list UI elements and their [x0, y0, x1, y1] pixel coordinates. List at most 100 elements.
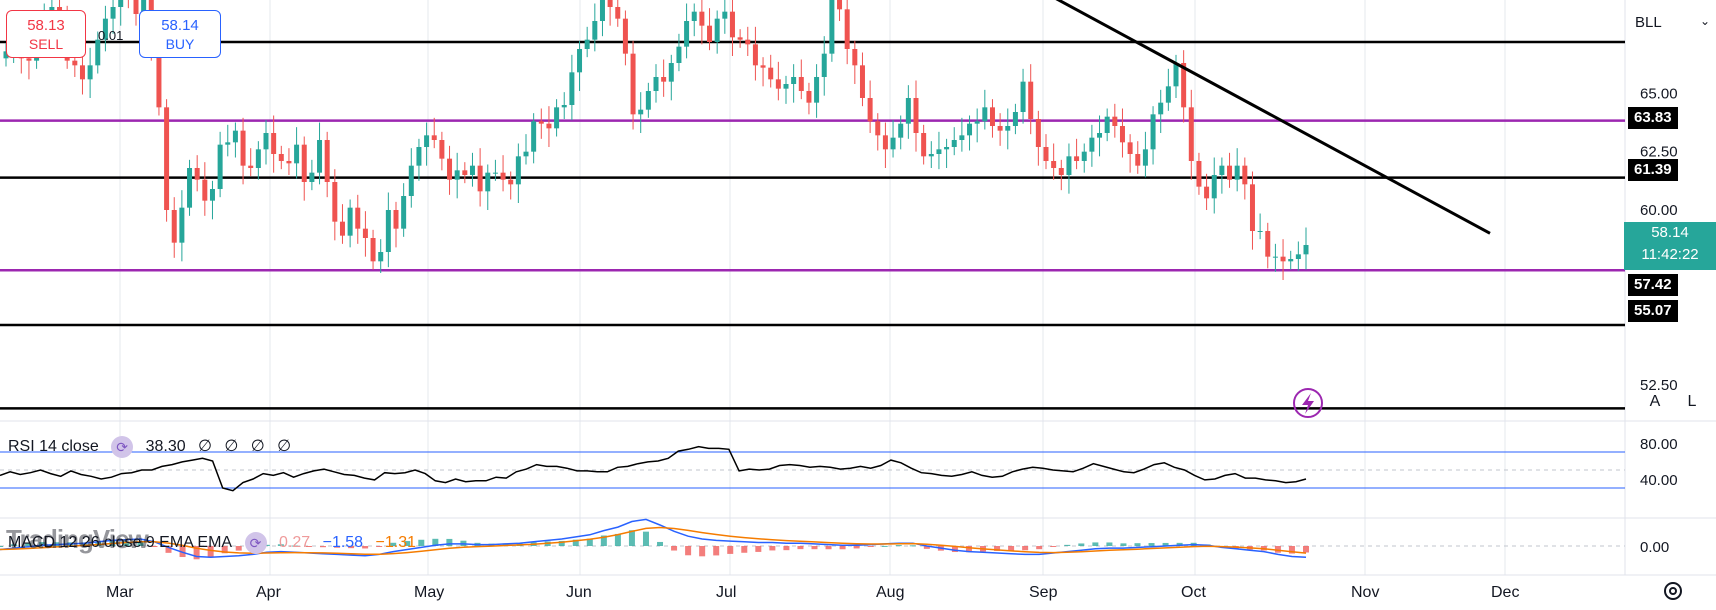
- level-label: 55.07: [1628, 300, 1678, 322]
- candle-body: [416, 147, 422, 166]
- sell-button[interactable]: 58.13 SELL: [6, 10, 86, 58]
- candle-body: [1020, 81, 1026, 112]
- candle-body: [1303, 245, 1309, 255]
- candle-body: [508, 179, 514, 185]
- candle-body: [745, 39, 751, 45]
- candle-body: [729, 11, 735, 38]
- time-tick-label: Sep: [1029, 584, 1058, 601]
- rsi-extra: ∅: [224, 438, 239, 456]
- buy-button[interactable]: 58.14 BUY: [139, 10, 221, 58]
- macd-histogram-bar: [755, 546, 762, 552]
- candle-body: [599, 0, 605, 21]
- symbol-label[interactable]: BLL: [1635, 14, 1662, 31]
- macd-histogram-bar: [727, 546, 734, 554]
- macd-histogram-bar: [923, 546, 930, 549]
- macd-histogram-bar: [769, 546, 776, 551]
- trendline[interactable]: [1050, 0, 1491, 235]
- macd-histogram-bar: [1288, 546, 1295, 554]
- macd-histogram-bar: [11, 544, 18, 546]
- spread-value: 0.01: [98, 28, 124, 43]
- candle-body: [355, 207, 361, 229]
- price-tick-label: 52.50: [1640, 377, 1678, 394]
- macd-histogram-bar: [1274, 546, 1281, 553]
- auto-scale-button[interactable]: A: [1649, 393, 1661, 410]
- macd-histogram-bar: [1064, 544, 1071, 546]
- macd-histogram-bar: [151, 546, 158, 547]
- log-scale-button[interactable]: L: [1687, 393, 1697, 410]
- candle-body: [760, 65, 766, 68]
- time-tick-label: Oct: [1181, 584, 1206, 601]
- candle-body: [814, 77, 820, 103]
- candle-body: [561, 105, 567, 108]
- candle-body: [974, 121, 980, 124]
- candle-body: [538, 121, 544, 124]
- candle-body: [959, 135, 965, 140]
- candle-body: [645, 91, 651, 110]
- candle-body: [967, 123, 973, 136]
- price-tick-label: 60.00: [1640, 202, 1678, 219]
- candle-body: [469, 165, 475, 175]
- candle-body: [1181, 63, 1187, 108]
- candle-body: [317, 140, 323, 173]
- refresh-icon[interactable]: ⟳: [111, 436, 134, 458]
- candle-body: [859, 65, 865, 98]
- macd-histogram-bar: [839, 546, 846, 550]
- horizontal-levels[interactable]: [0, 40, 1625, 410]
- macd-legend[interactable]: MACD 12 26 close 9 EMA EMA ⟳ 0.27 −1.58 …: [8, 532, 424, 554]
- gear-icon[interactable]: [1664, 582, 1682, 600]
- lightning-icon[interactable]: [1293, 388, 1323, 418]
- candle-body: [1196, 161, 1202, 187]
- time-tick-label: Jun: [566, 584, 592, 601]
- candle-body: [661, 77, 667, 82]
- candle-body: [791, 77, 797, 84]
- candle-body: [951, 140, 957, 147]
- candle-body: [477, 165, 483, 192]
- candle-body: [408, 165, 414, 196]
- macd-histogram-bar: [502, 543, 509, 546]
- refresh-icon[interactable]: ⟳: [244, 532, 267, 554]
- candle-body: [1035, 119, 1041, 147]
- candle-body: [1211, 175, 1217, 199]
- macd-histogram-bar: [1162, 542, 1169, 546]
- candle-body: [431, 135, 437, 140]
- level-label: 63.83: [1628, 107, 1678, 129]
- macd-histogram-bar: [1078, 543, 1085, 546]
- chevron-down-icon[interactable]: ⌄: [1700, 14, 1711, 28]
- candle-body: [401, 196, 407, 229]
- candle-body: [164, 107, 170, 210]
- candle-body: [324, 140, 330, 182]
- candle-body: [263, 133, 269, 150]
- macd-pane: 0.00: [0, 518, 1716, 576]
- candle-body: [982, 107, 988, 122]
- macd-histogram-bar: [867, 546, 874, 547]
- candle-body: [462, 170, 468, 175]
- macd-histogram-bar: [235, 546, 242, 551]
- rsi-legend[interactable]: RSI 14 close ⟳ 38.30 ∅ ∅ ∅ ∅: [8, 436, 299, 458]
- candle-body: [707, 25, 713, 42]
- macd-histogram-bar: [642, 531, 649, 546]
- candle-body: [1150, 114, 1156, 150]
- candle-body: [768, 67, 774, 80]
- macd-histogram-bar: [853, 546, 860, 549]
- candle-body: [370, 238, 376, 262]
- candle-body: [248, 165, 254, 168]
- candle-body: [1005, 126, 1011, 131]
- signal-line-value: −1.31: [375, 534, 417, 552]
- macd-histogram-bar: [334, 546, 341, 548]
- candle-body: [867, 98, 873, 122]
- candle-body: [232, 130, 238, 143]
- macd-histogram-bar: [81, 542, 88, 546]
- candle-body: [630, 53, 636, 115]
- last-price-tag: 58.14 11:42:22: [1624, 222, 1716, 270]
- macd-tick-label: 0.00: [1640, 539, 1669, 556]
- candle-body: [87, 65, 93, 80]
- candle-body: [240, 130, 246, 166]
- macd-histogram-bar: [0, 546, 3, 547]
- macd-histogram-bar: [1092, 542, 1099, 546]
- candle-body: [1242, 165, 1248, 185]
- level-label: 57.42: [1628, 274, 1678, 296]
- candle-body: [944, 147, 950, 150]
- macd-histogram-bar: [783, 546, 790, 551]
- candle-body: [844, 9, 850, 50]
